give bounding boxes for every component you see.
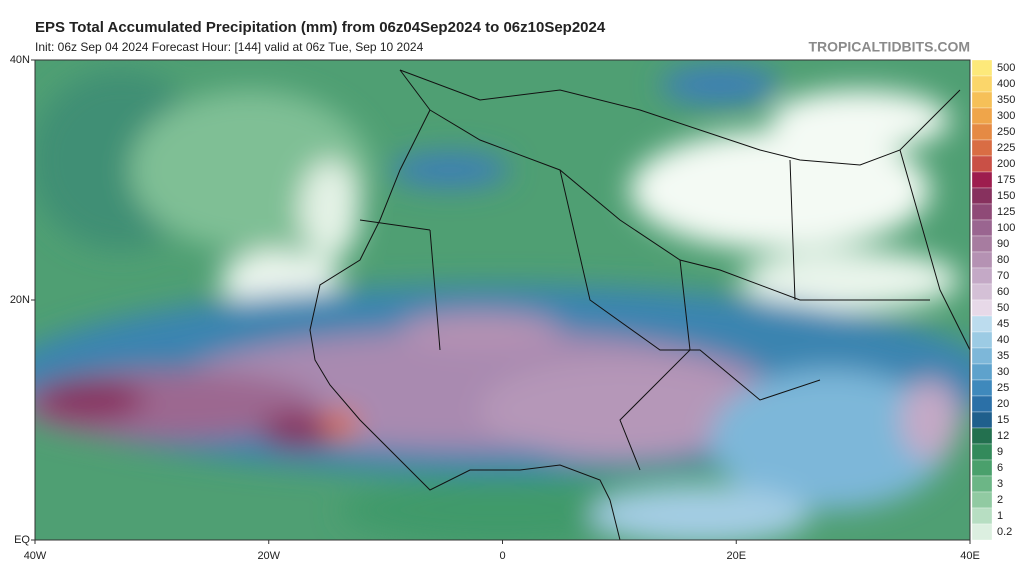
colorbar-cell [971,475,993,493]
colorbar-label: 80 [997,254,1009,266]
lon-label: 40W [24,550,47,562]
title: EPS Total Accumulated Precipitation (mm)… [35,19,606,36]
colorbar-label: 350 [997,94,1015,106]
colorbar-cell [971,75,993,93]
colorbar-label: 50 [997,302,1009,314]
colorbar-cell [971,139,993,157]
colorbar-cell [971,267,993,285]
colorbar-label: 6 [997,462,1003,474]
colorbar-cell [971,379,993,397]
colorbar-label: 45 [997,318,1009,330]
colorbar-label: 300 [997,110,1015,122]
colorbar-label: 3 [997,478,1003,490]
colorbar-cell [971,347,993,365]
colorbar-label: 150 [997,190,1015,202]
colorbar-label: 250 [997,126,1015,138]
colorbar-cell [971,411,993,429]
colorbar-cell [971,443,993,461]
colorbar-cell [971,203,993,221]
colorbar-cell [971,331,993,349]
colorbar-cell [971,187,993,205]
colorbar-cell [971,395,993,413]
precip-map [35,60,970,540]
colorbar-label: 60 [997,286,1009,298]
colorbar-label: 40 [997,334,1009,346]
colorbar-cell [971,507,993,525]
lat-label: EQ [14,534,30,546]
colorbar-cell [971,155,993,173]
colorbar-cell [971,283,993,301]
colorbar-cell [971,219,993,237]
colorbar-cell [971,459,993,477]
colorbar-label: 15 [997,414,1009,426]
colorbar-label: 20 [997,398,1009,410]
colorbar-label: 200 [997,158,1015,170]
colorbar-label: 70 [997,270,1009,282]
subtitle: Init: 06z Sep 04 2024 Forecast Hour: [14… [35,40,424,54]
watermark: TROPICALTIDBITS.COM [808,39,970,55]
colorbar-cell [971,235,993,253]
colorbar-cell [971,427,993,445]
colorbar-label: 35 [997,350,1009,362]
lon-label: 0 [499,550,505,562]
colorbar-cell [971,315,993,333]
colorbar-cell [971,363,993,381]
colorbar-cell [971,107,993,125]
colorbar-label: 400 [997,78,1015,90]
lon-label: 20W [257,550,280,562]
colorbar-cell [971,251,993,269]
colorbar-cell [971,91,993,109]
colorbar-label: 25 [997,382,1009,394]
lon-label: 20E [726,550,746,562]
lat-label: 40N [10,54,30,66]
colorbar-cell [971,299,993,317]
colorbar-cell [971,123,993,141]
colorbar-cell [971,523,993,541]
colorbar-label: 90 [997,238,1009,250]
colorbar-label: 125 [997,206,1015,218]
colorbar-label: 2 [997,494,1003,506]
colorbar-label: 500 [997,62,1015,74]
lon-label: 40E [960,550,980,562]
lat-label: 20N [10,294,30,306]
colorbar-label: 100 [997,222,1015,234]
colorbar-cell [971,59,993,77]
colorbar-cell [971,491,993,509]
colorbar-label: 12 [997,430,1009,442]
colorbar-label: 1 [997,510,1003,522]
colorbar-label: 0.2 [997,526,1012,538]
colorbar-label: 225 [997,142,1015,154]
colorbar-label: 9 [997,446,1003,458]
colorbar-cell [971,171,993,189]
colorbar-label: 30 [997,366,1009,378]
colorbar-label: 175 [997,174,1015,186]
